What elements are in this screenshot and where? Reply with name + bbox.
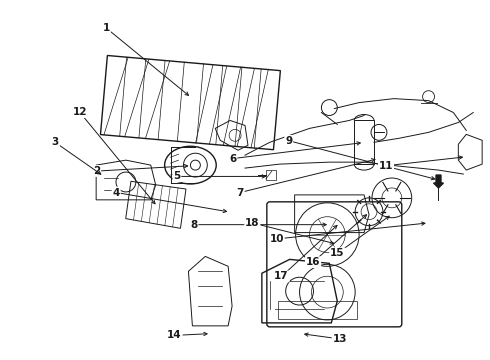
- Text: 2: 2: [93, 166, 100, 176]
- Bar: [278, 301, 357, 319]
- Text: 15: 15: [330, 248, 344, 258]
- Text: 12: 12: [73, 107, 87, 117]
- FancyArrow shape: [434, 175, 443, 188]
- Bar: [354, 121, 374, 164]
- Text: 16: 16: [306, 257, 320, 267]
- Text: 14: 14: [167, 330, 182, 341]
- Text: 7: 7: [237, 188, 244, 198]
- Text: 10: 10: [270, 234, 284, 244]
- Text: 9: 9: [285, 136, 293, 146]
- Text: 11: 11: [379, 161, 393, 171]
- Text: 18: 18: [245, 218, 260, 228]
- Text: 4: 4: [113, 188, 120, 198]
- Text: 6: 6: [229, 154, 237, 163]
- Text: 13: 13: [333, 334, 347, 344]
- Text: 1: 1: [103, 23, 110, 33]
- Text: 17: 17: [274, 271, 289, 282]
- Text: 8: 8: [190, 220, 197, 230]
- Text: 5: 5: [173, 171, 180, 181]
- Text: 3: 3: [52, 138, 59, 148]
